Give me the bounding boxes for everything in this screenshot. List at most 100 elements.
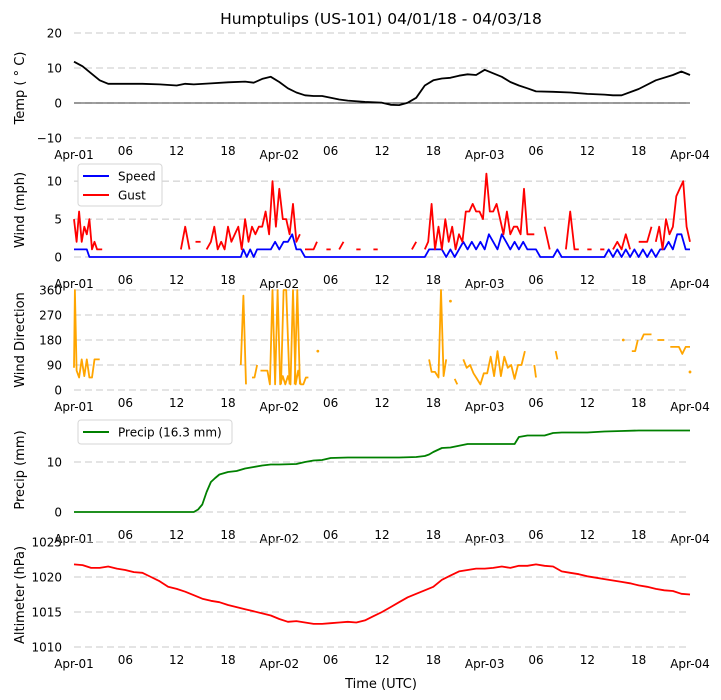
x-tick-label: 12 [580,273,595,287]
x-tick-label: 06 [323,144,338,158]
y-axis-label-direction: Wind Direction [13,292,28,388]
y-tick-label: 0 [54,506,62,520]
x-tick-label: 06 [118,528,133,542]
x-tick-label: 12 [580,396,595,410]
x-tick-label: 12 [169,273,184,287]
series-line-direction [462,350,526,386]
series-line-direction [293,289,301,385]
y-tick-label: 0 [54,384,62,398]
y-tick-label: 10 [47,175,62,189]
x-tick-label: Apr-02 [260,532,300,546]
y-tick-label: 1020 [31,571,62,585]
series-line-speed [74,233,690,258]
series-line-gust [180,225,191,250]
x-tick-label: 06 [528,396,543,410]
series-line-direction [453,378,459,385]
series-point-direction [621,338,625,342]
y-tick-label: 1025 [31,536,62,550]
y-tick-label: 90 [47,359,62,373]
series-line-altimeter [73,563,691,625]
x-tick-label: Apr-02 [260,277,300,291]
x-tick-label: 06 [528,144,543,158]
x-tick-label: 12 [580,144,595,158]
x-tick-label: 18 [220,396,235,410]
series-line-direction [670,345,690,355]
legend-label: Precip (16.3 mm) [118,426,222,440]
panel-wind: Wind (mph) 10 5 0 Apr-01 06 12 18 Apr-02 06 12 18 A… [13,163,710,291]
series-line-gust [654,180,691,251]
x-tick-label: 18 [631,528,646,542]
y-tick-label: 0 [54,251,62,265]
legend-label: Gust [118,189,146,203]
series-line-direction [280,289,291,385]
x-tick-label: 12 [169,653,184,667]
y-tick-label: 270 [39,309,62,323]
y-tick-label: 0 [54,97,62,111]
panel-temp: Temp ( ° C) 20 10 0 −10 Apr-01 06 12 18 Apr-02 06… [13,27,710,163]
x-tick-label: Apr-01 [54,532,94,546]
series-line-direction [239,294,247,385]
y-tick-label: 180 [39,334,62,348]
panel-precip: Precip (mm) 10 0 Apr-01 06 12 18 Apr-02 06 12 18 A… [13,419,710,546]
series-line-gust [612,233,631,251]
y-tick-label: 1010 [31,641,62,655]
series-line-direction [640,333,652,341]
series-line-gust [305,241,318,251]
x-tick-label: Apr-04 [670,400,710,414]
y-tick-label: −10 [37,132,62,146]
x-tick-label: Apr-02 [260,657,300,671]
x-tick-label: 12 [169,396,184,410]
x-tick-label: Apr-03 [465,277,505,291]
x-tick-label: 18 [426,273,441,287]
panel-altimeter: Altimeter (hPa) 1025 1020 1015 1010 Apr-01 06… [13,536,710,672]
y-tick-label: 1015 [31,606,62,620]
x-tick-label: 06 [323,273,338,287]
x-tick-label: 12 [374,396,389,410]
x-tick-label: 18 [631,653,646,667]
panel-direction: Wind Direction 360 270 180 90 0 Apr-01 06 12 18 A… [13,284,710,415]
x-tick-label: Apr-04 [670,532,710,546]
y-tick-label: 20 [47,27,62,41]
x-tick-label: 18 [631,273,646,287]
x-tick-label: 06 [323,528,338,542]
x-tick-label: 18 [426,653,441,667]
x-tick-label: Apr-01 [54,148,94,162]
x-tick-label: 18 [631,396,646,410]
x-tick-label: 18 [631,144,646,158]
x-tick-label: 12 [374,144,389,158]
x-tick-label: 06 [528,273,543,287]
legend-label: Speed [118,170,156,184]
y-axis-label-temp: Temp ( ° C) [13,52,28,126]
series-point-direction [449,299,452,303]
x-tick-label: 18 [426,396,441,410]
x-tick-label: 06 [118,273,133,287]
x-tick-label: Apr-03 [465,148,505,162]
x-tick-label: 06 [528,528,543,542]
x-tick-label: 06 [528,653,543,667]
x-tick-label: Apr-01 [54,400,94,414]
x-tick-label: Apr-01 [54,277,94,291]
x-tick-label: 06 [118,653,133,667]
x-tick-label: Apr-04 [670,277,710,291]
x-tick-label: 18 [220,528,235,542]
x-tick-label: 18 [220,273,235,287]
series-line-direction [73,289,100,379]
series-line-temp [73,60,691,106]
y-tick-label: 360 [39,284,62,298]
x-tick-label: 18 [220,144,235,158]
series-line-gust [423,172,535,251]
x-axis-label: Time (UTC) [344,677,417,692]
series-line-gust [638,226,653,243]
y-axis-label-precip: Precip (mm) [13,430,28,509]
x-tick-label: 18 [426,528,441,542]
x-tick-label: 12 [374,653,389,667]
series-line-gust [411,241,417,250]
y-tick-label: 10 [47,456,62,470]
x-tick-label: 06 [118,396,133,410]
series-line-gust [543,226,551,250]
x-tick-label: Apr-02 [260,400,300,414]
x-tick-label: Apr-03 [465,400,505,414]
x-tick-label: Apr-03 [465,532,505,546]
series-line-direction [252,364,258,379]
legend [77,419,233,445]
